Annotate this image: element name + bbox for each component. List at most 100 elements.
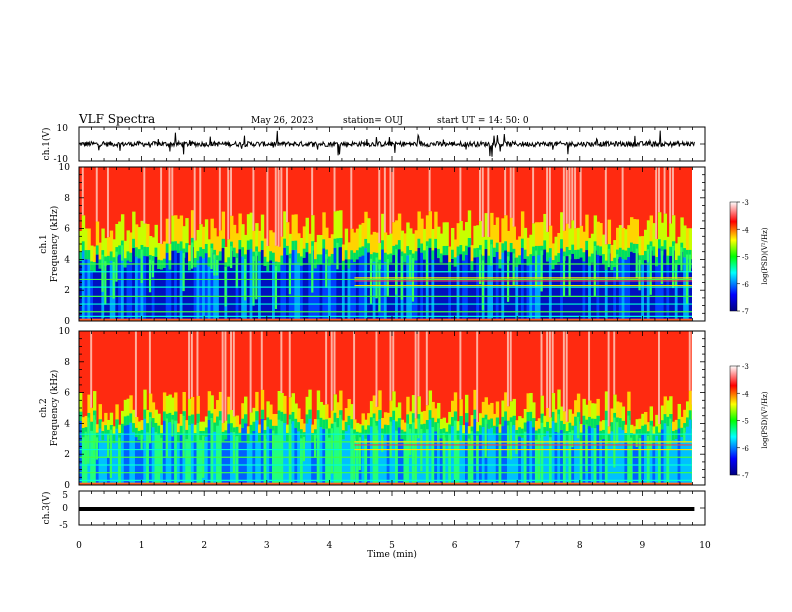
spectrogram-cell [518, 255, 522, 265]
spectrogram-cell [607, 443, 612, 485]
spectrogram-cell [554, 431, 558, 485]
spectrogram-cell [490, 427, 494, 485]
spectrogram-cell [263, 420, 268, 440]
x-tick-label: 2 [201, 541, 207, 551]
spectrogram-cell [369, 401, 374, 427]
spectrogram-cell [249, 412, 254, 435]
spectrogram-cell [409, 254, 412, 282]
spectrogram-cell [532, 223, 536, 256]
spectrogram-cell [520, 247, 525, 321]
spectrogram-cell [277, 410, 281, 420]
spectrogram-cell [428, 419, 433, 485]
spectrogram-cell [554, 422, 558, 432]
spectrogram-cell [381, 437, 385, 485]
spectrogram-cell [104, 238, 108, 266]
spectrogram-cell [224, 262, 228, 272]
spectrogram-cell [199, 256, 203, 321]
spectrogram-cell [249, 239, 254, 249]
spectrogram-cell [476, 247, 480, 258]
spectrogram-cell [266, 167, 269, 246]
spectrogram-cell [630, 217, 634, 252]
spectrogram-cell [260, 214, 265, 251]
spectrogram-cell [478, 249, 482, 285]
spectrogram-cell [641, 425, 645, 435]
spectrogram-cell [140, 220, 144, 255]
spectrogram-cell [196, 395, 200, 424]
spectrogram-cell [106, 419, 111, 440]
y-tick-label: 10 [59, 327, 71, 337]
spectrogram-cell [95, 221, 100, 255]
spectrogram-cell [428, 238, 433, 248]
spectrogram-cell [621, 420, 626, 431]
spectrogram-cell [459, 167, 462, 221]
spectrogram-cell [635, 419, 640, 439]
spectrogram-cell [81, 437, 86, 485]
spectrogram-cell [210, 248, 213, 270]
spectrogram-cell [492, 224, 497, 257]
spectrogram-cell [224, 331, 227, 421]
spectrogram-cell [255, 223, 259, 256]
spectrogram-cell [688, 254, 692, 272]
spectrogram-cell [666, 426, 670, 485]
spectrogram-cell [123, 416, 128, 426]
spectrogram-cell [688, 410, 692, 420]
spectrogram-cell [470, 270, 474, 321]
spectrogram-cell [562, 230, 567, 261]
spectrogram-cell [112, 443, 116, 485]
spectrogram-cell [498, 432, 502, 442]
spectrogram-cell [599, 421, 603, 441]
spectrogram-cell [526, 237, 530, 266]
spectrogram-cell [688, 331, 691, 391]
spectrogram-cell [327, 238, 332, 266]
spectrogram-cell [434, 248, 438, 321]
spectrogram-cell [325, 254, 328, 288]
spectrogram-cell [87, 394, 91, 423]
ch2-spectrogram-ticks [78, 330, 706, 486]
spectrogram-cell [106, 265, 111, 321]
spectrogram-cell [154, 432, 158, 485]
spectrogram-cell [235, 262, 240, 321]
spectrogram-cell [534, 255, 539, 321]
spectrogram-cell [501, 243, 505, 253]
spectrogram-cell [176, 441, 181, 485]
spectrogram-cell [358, 224, 363, 257]
spectrogram-cell [406, 396, 410, 424]
spectrogram-cell [313, 433, 317, 458]
spectrogram-cell [445, 255, 449, 321]
spectrogram-cell [101, 440, 105, 485]
spectrogram-cell [616, 426, 620, 485]
spectrogram-cell [652, 443, 656, 485]
spectrogram-cell [495, 401, 500, 427]
spectrogram-cell [604, 269, 609, 321]
spectrogram-cell [84, 228, 88, 260]
spectrogram-cell [277, 246, 281, 272]
spectrogram-cell [333, 238, 337, 248]
spectrogram-cell [269, 230, 273, 261]
spectrogram-cell [381, 418, 385, 438]
spectrogram-cell [403, 262, 407, 321]
spectrogram-cell [140, 249, 143, 284]
spectrogram-cell [171, 424, 175, 485]
spectrogram-cell [165, 395, 170, 424]
spectrogram-cell [610, 422, 614, 432]
spectrogram-cell [492, 256, 497, 321]
spectrogram-cell [574, 167, 577, 229]
spectrogram-cell [506, 331, 509, 407]
spectrogram-cell [546, 331, 549, 409]
y-tick-label: 2 [64, 286, 70, 296]
spectrogram-cell [126, 424, 130, 485]
spectrogram-cell [294, 418, 298, 429]
spectrogram-cell [663, 423, 667, 485]
spectrogram-cell [646, 220, 651, 254]
spectrogram-cell [339, 210, 343, 248]
spectrogram-cell [467, 210, 472, 248]
spectrogram-cell [154, 247, 158, 257]
spectrogram-cell [327, 437, 332, 485]
spectrogram-cell [330, 253, 335, 264]
spectrogram-cell [484, 213, 488, 250]
spectrogram-cell [274, 167, 277, 246]
spectrogram-cell [649, 406, 654, 431]
spectrogram-cell [607, 434, 612, 444]
spectrogram-cell [311, 245, 314, 293]
spectrogram-cell [210, 218, 214, 253]
